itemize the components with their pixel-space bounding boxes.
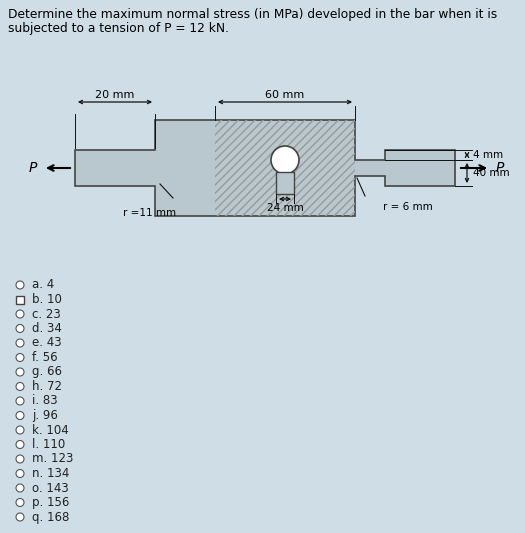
Text: j. 96: j. 96: [32, 409, 58, 422]
Text: P: P: [496, 161, 504, 175]
Text: k. 104: k. 104: [32, 424, 69, 437]
Text: 20 mm: 20 mm: [96, 90, 135, 100]
Circle shape: [16, 411, 24, 419]
Text: d. 34: d. 34: [32, 322, 62, 335]
Bar: [276, 172, 294, 194]
Text: r =11 mm: r =11 mm: [123, 208, 176, 218]
Polygon shape: [75, 120, 455, 216]
Text: c. 23: c. 23: [32, 308, 61, 320]
Circle shape: [16, 339, 24, 347]
Text: P: P: [29, 161, 37, 175]
Circle shape: [16, 353, 24, 361]
Circle shape: [16, 498, 24, 506]
Text: o. 143: o. 143: [32, 481, 69, 495]
Text: 4 mm: 4 mm: [473, 150, 503, 160]
Text: r = 6 mm: r = 6 mm: [383, 202, 433, 212]
Text: subjected to a tension of P = 12 kN.: subjected to a tension of P = 12 kN.: [8, 22, 229, 35]
Circle shape: [16, 383, 24, 391]
Circle shape: [16, 455, 24, 463]
Text: p. 156: p. 156: [32, 496, 69, 509]
Text: f. 56: f. 56: [32, 351, 58, 364]
Text: b. 10: b. 10: [32, 293, 62, 306]
Text: Determine the maximum normal stress (in MPa) developed in the bar when it is: Determine the maximum normal stress (in …: [8, 8, 497, 21]
Text: l. 110: l. 110: [32, 438, 65, 451]
Text: i. 83: i. 83: [32, 394, 58, 408]
Circle shape: [16, 325, 24, 333]
Circle shape: [16, 470, 24, 478]
Circle shape: [16, 440, 24, 448]
Text: m. 123: m. 123: [32, 453, 74, 465]
Circle shape: [16, 281, 24, 289]
Text: a. 4: a. 4: [32, 279, 54, 292]
Text: h. 72: h. 72: [32, 380, 62, 393]
Circle shape: [16, 310, 24, 318]
Text: 24 mm: 24 mm: [267, 203, 303, 213]
Bar: [16, 295, 24, 303]
Circle shape: [16, 426, 24, 434]
Circle shape: [16, 368, 24, 376]
Circle shape: [16, 397, 24, 405]
Text: n. 134: n. 134: [32, 467, 69, 480]
Text: q. 168: q. 168: [32, 511, 69, 523]
Text: e. 43: e. 43: [32, 336, 61, 350]
Text: 60 mm: 60 mm: [265, 90, 304, 100]
Circle shape: [16, 513, 24, 521]
Circle shape: [271, 146, 299, 174]
Circle shape: [16, 484, 24, 492]
Text: 40 mm: 40 mm: [473, 168, 510, 178]
Bar: [215, 120, 355, 216]
Text: g. 66: g. 66: [32, 366, 62, 378]
